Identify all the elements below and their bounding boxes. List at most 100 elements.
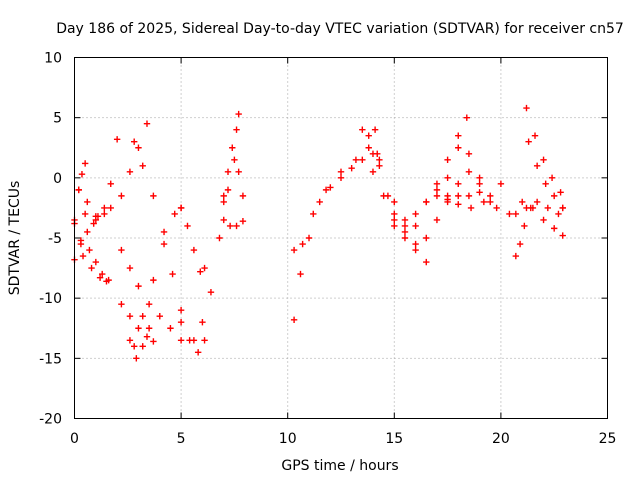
data-point bbox=[506, 210, 513, 218]
series-track-f3 bbox=[512, 198, 566, 218]
y-tick-label: -20 bbox=[39, 412, 62, 428]
data-point bbox=[118, 300, 125, 308]
data-point bbox=[380, 192, 387, 200]
series-track-d1 bbox=[290, 150, 383, 324]
data-point bbox=[540, 216, 547, 224]
data-point bbox=[233, 126, 240, 133]
data-point bbox=[101, 210, 108, 218]
data-point bbox=[171, 210, 178, 218]
data-point bbox=[423, 258, 430, 266]
data-point bbox=[201, 264, 208, 272]
x-tick-label: 20 bbox=[492, 431, 510, 447]
data-point bbox=[433, 216, 441, 224]
data-point bbox=[220, 216, 227, 224]
series-track-e5 bbox=[444, 144, 494, 206]
data-point bbox=[90, 220, 97, 227]
data-point bbox=[133, 355, 140, 362]
data-point bbox=[226, 222, 234, 230]
y-tick-label: 0 bbox=[53, 171, 62, 187]
data-point bbox=[177, 204, 185, 212]
data-point bbox=[118, 246, 125, 254]
data-point bbox=[199, 319, 206, 326]
data-point bbox=[463, 114, 470, 121]
data-point bbox=[177, 307, 185, 314]
data-point bbox=[305, 234, 313, 242]
data-point bbox=[476, 189, 483, 196]
series-track-b3 bbox=[118, 246, 185, 344]
data-point bbox=[143, 120, 151, 127]
series-track-b5 bbox=[126, 325, 153, 362]
series-track-a3 bbox=[71, 136, 121, 224]
data-point bbox=[401, 234, 409, 242]
data-point bbox=[235, 168, 242, 176]
data-point bbox=[290, 316, 298, 324]
data-point bbox=[92, 258, 100, 266]
data-point bbox=[81, 210, 89, 218]
data-point bbox=[433, 180, 441, 188]
data-point bbox=[229, 144, 236, 151]
data-point bbox=[401, 222, 409, 230]
data-point bbox=[135, 282, 142, 290]
data-point bbox=[455, 180, 462, 188]
data-point bbox=[156, 313, 163, 320]
data-point bbox=[544, 204, 552, 212]
data-point bbox=[126, 313, 134, 320]
x-tick-label: 10 bbox=[279, 431, 297, 447]
data-point bbox=[529, 204, 537, 212]
y-tick-label: -5 bbox=[48, 231, 62, 247]
y-tick-label: -15 bbox=[39, 351, 62, 367]
data-point bbox=[412, 210, 419, 218]
data-point bbox=[235, 110, 242, 118]
x-axis-label: GPS time / hours bbox=[281, 458, 398, 474]
data-point bbox=[177, 337, 185, 344]
data-point bbox=[493, 204, 500, 212]
data-point bbox=[75, 186, 82, 194]
data-point bbox=[143, 333, 151, 340]
data-point bbox=[423, 234, 430, 242]
data-point bbox=[299, 240, 306, 248]
data-point bbox=[533, 198, 541, 206]
data-point bbox=[167, 325, 174, 332]
data-point bbox=[160, 228, 168, 236]
data-point bbox=[359, 156, 366, 163]
data-point bbox=[444, 174, 451, 182]
data-point bbox=[239, 217, 247, 225]
data-point bbox=[139, 162, 146, 169]
data-point bbox=[412, 246, 419, 254]
x-tick-label: 15 bbox=[385, 431, 403, 447]
data-point bbox=[376, 162, 383, 169]
series-track-a5 bbox=[77, 237, 112, 284]
data-point bbox=[177, 319, 185, 326]
data-point bbox=[126, 264, 134, 272]
data-point bbox=[220, 198, 227, 206]
data-point bbox=[401, 228, 409, 236]
data-point bbox=[455, 201, 462, 208]
series-track-d2 bbox=[290, 144, 381, 254]
series-track-e6 bbox=[455, 192, 526, 218]
y-tick-label: 10 bbox=[44, 51, 62, 67]
data-point bbox=[487, 192, 494, 200]
data-point bbox=[327, 184, 334, 191]
data-point bbox=[371, 126, 379, 133]
data-point bbox=[160, 240, 168, 248]
axis-ticks: 0 5 10 15 20 25 -20 -15 -10 -5 0 5 10 bbox=[39, 51, 616, 448]
x-tick-label: 25 bbox=[599, 431, 617, 447]
data-point bbox=[423, 198, 430, 206]
series-track-e2 bbox=[369, 168, 451, 254]
series-track-f5 bbox=[529, 204, 566, 239]
series-track-c5 bbox=[220, 216, 247, 230]
data-point bbox=[497, 180, 505, 188]
data-point bbox=[480, 198, 488, 206]
series-track-c6 bbox=[224, 156, 247, 200]
data-point bbox=[86, 246, 93, 254]
series-track-b2 bbox=[130, 138, 185, 314]
data-point bbox=[190, 337, 198, 344]
data-point bbox=[78, 171, 86, 178]
data-point bbox=[79, 252, 87, 260]
data-point bbox=[512, 210, 520, 218]
data-point bbox=[224, 168, 232, 176]
data-point bbox=[81, 160, 89, 167]
data-point bbox=[139, 313, 146, 320]
data-point bbox=[103, 278, 110, 285]
